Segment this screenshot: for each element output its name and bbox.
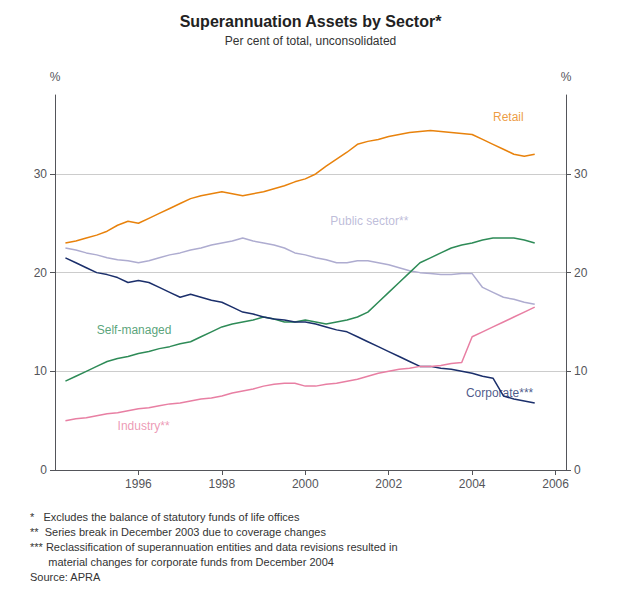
svg-text:%: % [50, 70, 61, 84]
svg-text:20: 20 [34, 266, 48, 280]
svg-text:Public sector**: Public sector** [330, 214, 408, 228]
svg-text:Self-managed: Self-managed [97, 323, 172, 337]
svg-text:Industry**: Industry** [118, 419, 170, 433]
svg-text:material changes for corporate: material changes for corporate funds fro… [30, 556, 334, 568]
svg-text:%: % [561, 70, 572, 84]
svg-text:30: 30 [574, 167, 588, 181]
svg-text:10: 10 [34, 364, 48, 378]
svg-text:2002: 2002 [375, 477, 402, 491]
svg-text:Retail: Retail [493, 110, 524, 124]
svg-text:** Series break in December 2: ** Series break in December 2003 due to … [30, 526, 326, 538]
svg-text:Superannuation Assets by Secto: Superannuation Assets by Sector* [180, 13, 442, 30]
svg-text:20: 20 [574, 266, 588, 280]
svg-text:* Excludes the balance of st: * Excludes the balance of statutory fund… [30, 511, 300, 523]
svg-text:2004: 2004 [459, 477, 486, 491]
svg-text:1998: 1998 [209, 477, 236, 491]
svg-text:Source: APRA: Source: APRA [30, 571, 101, 583]
svg-text:0: 0 [574, 463, 581, 477]
svg-text:*** Reclassification of supera: *** Reclassification of superannuation e… [30, 541, 398, 553]
svg-text:0: 0 [40, 463, 47, 477]
svg-text:Per cent of total, unconsolida: Per cent of total, unconsolidated [225, 34, 396, 48]
svg-text:1996: 1996 [125, 477, 152, 491]
svg-text:2006: 2006 [542, 477, 569, 491]
svg-text:2000: 2000 [292, 477, 319, 491]
svg-text:10: 10 [574, 364, 588, 378]
svg-text:30: 30 [34, 167, 48, 181]
svg-text:Corporate***: Corporate*** [466, 386, 534, 400]
